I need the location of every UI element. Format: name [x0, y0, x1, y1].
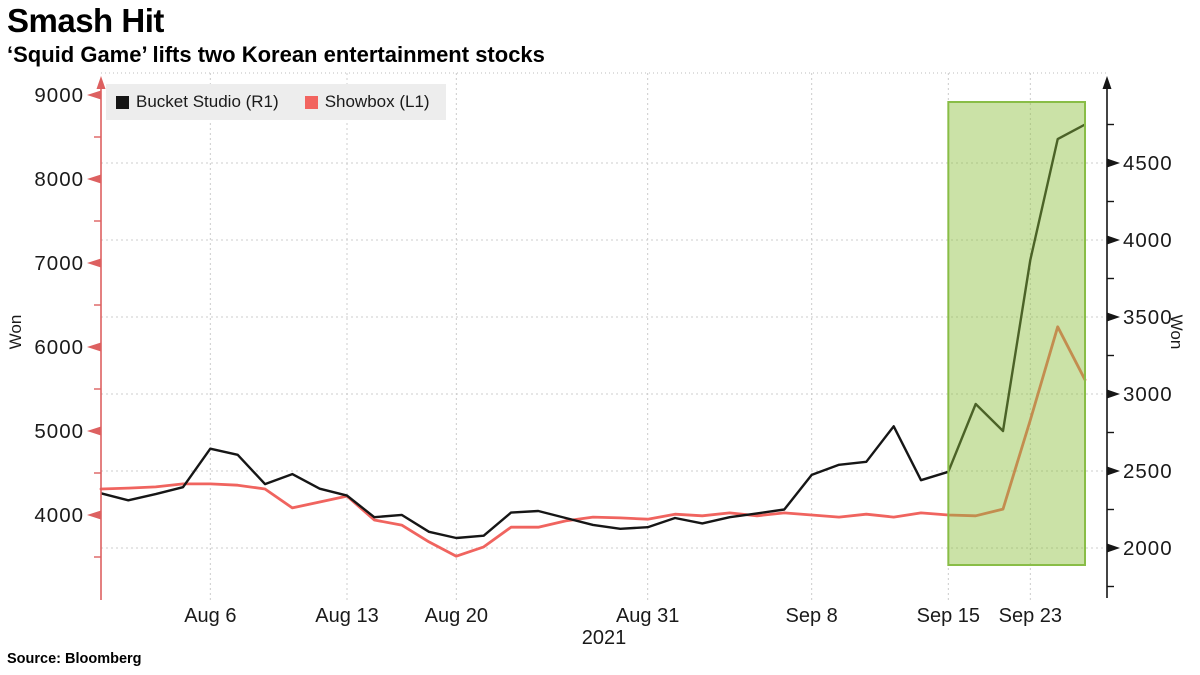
x-axis-year-label: 2021 — [581, 627, 627, 649]
left-axis-tick-arrow-icon — [87, 342, 101, 352]
legend-label: Bucket Studio (R1) — [136, 92, 279, 111]
left-axis-tick-arrow-icon — [87, 258, 101, 268]
left-axis-top-arrow-icon — [96, 76, 106, 89]
x-axis-tick-label: Aug 6 — [184, 605, 236, 627]
left-axis-tick-label: 7000 — [34, 252, 84, 275]
x-axis-tick-label: Aug 31 — [616, 605, 679, 627]
right-axis-title: Won — [1167, 314, 1186, 350]
left-axis-tick-label: 4000 — [34, 504, 84, 527]
left-axis-tick-arrow-icon — [87, 174, 101, 184]
right-axis-top-arrow-icon — [1102, 76, 1112, 89]
source-attribution: Source: Bloomberg — [7, 651, 142, 667]
right-axis-tick-label: 3000 — [1123, 383, 1173, 406]
x-axis-tick-label: Sep 23 — [999, 605, 1062, 627]
page-title: Smash Hit — [7, 2, 164, 39]
left-axis-tick-label: 6000 — [34, 336, 84, 359]
right-axis-tick-arrow-icon — [1107, 543, 1120, 553]
right-axis-tick-label: 3500 — [1123, 306, 1173, 329]
right-axis-tick-arrow-icon — [1107, 235, 1120, 245]
legend: Bucket Studio (R1) Showbox (L1) — [106, 84, 446, 120]
highlight-region-border — [947, 101, 1086, 566]
x-axis-tick-label: Sep 8 — [786, 605, 838, 627]
left-axis-tick-label: 9000 — [34, 84, 84, 107]
right-axis-tick-label: 2500 — [1123, 460, 1173, 483]
left-axis-tick-arrow-icon — [87, 510, 101, 520]
right-axis-tick-arrow-icon — [1107, 312, 1120, 322]
right-axis-tick-label: 2000 — [1123, 537, 1173, 560]
left-axis-title: Won — [6, 314, 25, 350]
legend-item-showbox: Showbox (L1) — [304, 92, 430, 112]
legend-label: Showbox (L1) — [324, 92, 430, 111]
x-axis-tick-label: Aug 20 — [425, 605, 488, 627]
left-axis-tick-label: 8000 — [34, 168, 84, 191]
series-bucket-studio-line — [100, 123, 1086, 540]
page-subtitle: ‘Squid Game’ lifts two Korean entertainm… — [7, 42, 545, 67]
right-axis-tick-arrow-icon — [1107, 466, 1120, 476]
right-axis-tick-arrow-icon — [1107, 158, 1120, 168]
x-axis-tick-label: Aug 13 — [315, 605, 378, 627]
x-axis-tick-label: Sep 15 — [917, 605, 980, 627]
left-axis-tick-arrow-icon — [87, 426, 101, 436]
right-axis-tick-label: 4000 — [1123, 229, 1173, 252]
right-axis-tick-arrow-icon — [1107, 389, 1120, 399]
left-axis-tick-label: 5000 — [34, 420, 84, 443]
left-axis-tick-arrow-icon — [87, 90, 101, 100]
bucket-studio-swatch-icon — [116, 95, 129, 109]
highlight-region — [948, 102, 1085, 565]
right-axis-tick-label: 4500 — [1123, 152, 1173, 175]
series-showbox-line — [99, 325, 1087, 558]
legend-item-bucket-studio: Bucket Studio (R1) — [116, 92, 279, 112]
showbox-swatch-icon — [304, 95, 318, 109]
